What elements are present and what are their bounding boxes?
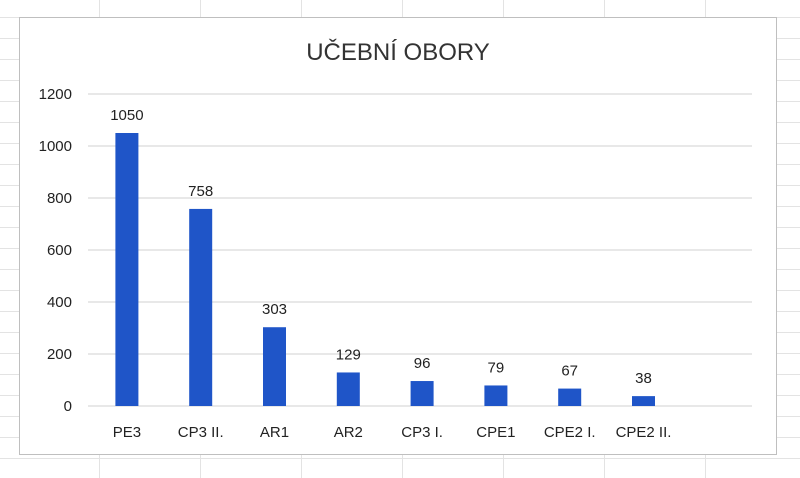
bar: [189, 208, 213, 406]
x-tick-label: CPE2 II.: [616, 424, 672, 441]
data-label: 758: [188, 183, 213, 200]
bar: [410, 381, 434, 406]
y-tick-label: 0: [64, 398, 72, 415]
x-tick-label: CPE1: [476, 424, 515, 441]
y-tick-label: 800: [47, 190, 72, 207]
bar: [115, 133, 139, 406]
x-tick-label: PE3: [113, 424, 141, 441]
data-label: 1050: [110, 107, 143, 124]
bar: [632, 396, 655, 406]
y-tick-label: 1000: [39, 138, 72, 155]
x-tick-label: AR2: [334, 424, 363, 441]
y-axis-ticks: 0 200 400 600 800 1000 1200: [39, 86, 72, 415]
y-tick-label: 200: [47, 346, 72, 363]
x-tick-label: CP3 II.: [178, 424, 224, 441]
x-tick-label: CP3 I.: [401, 424, 443, 441]
data-label: 38: [635, 370, 652, 387]
data-label: 67: [561, 363, 578, 380]
y-tick-label: 400: [47, 294, 72, 311]
data-label: 129: [336, 346, 361, 363]
data-label: 96: [414, 355, 431, 372]
x-tick-label: CPE2 I.: [544, 424, 596, 441]
data-labels: 1050 758 303 129 96 79 67 38: [110, 107, 652, 387]
chart-area: [19, 17, 777, 455]
bar: [484, 385, 508, 406]
x-tick-label: AR1: [260, 424, 289, 441]
y-tick-label: 600: [47, 242, 72, 259]
bar: [558, 388, 582, 406]
bar: [263, 327, 286, 406]
data-label: 303: [262, 301, 287, 318]
y-tick-label: 1200: [39, 86, 72, 103]
x-axis-ticks: PE3 CP3 II. AR1 AR2 CP3 I. CPE1 CPE2 I. CPE2 II…: [113, 424, 672, 441]
data-label: 79: [488, 359, 505, 376]
bar: [336, 372, 360, 406]
bars: [115, 133, 655, 406]
chart-title: UČEBNÍ OBORY: [306, 38, 490, 66]
